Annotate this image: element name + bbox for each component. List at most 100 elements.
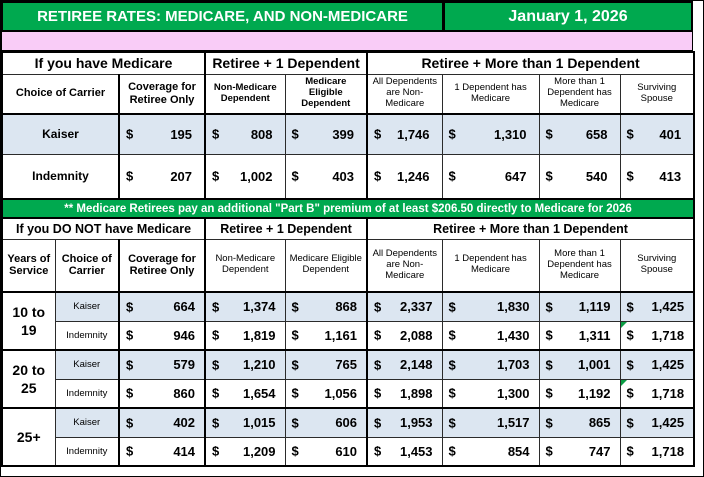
s2-header-choice-of-carrier[interactable]: Choice of Carrier [54, 238, 120, 293]
rate-cell[interactable]: $664 [117, 291, 206, 322]
s2-group-no-medicare[interactable]: If you DO NOT have Medicare [1, 217, 206, 240]
rate-cell[interactable]: $765 [284, 349, 368, 380]
currency-symbol: $ [374, 385, 382, 401]
rate-cell[interactable]: $1,654 [204, 378, 286, 409]
s1-carrier-indemnity[interactable]: Indemnity [1, 153, 120, 200]
rate-cell[interactable]: $414 [117, 436, 206, 467]
rate-cell[interactable]: $399 [284, 113, 368, 155]
s2-carrier-kaiser[interactable]: Kaiser [54, 407, 120, 438]
rate-cell[interactable]: $1,430 [441, 320, 540, 351]
rate-cell-with-comment-flag-icon[interactable]: $1,718 [619, 378, 696, 409]
rate-cell[interactable]: $1,453 [366, 436, 443, 467]
rate-cell[interactable]: $402 [117, 407, 206, 438]
rate-cell[interactable]: $195 [117, 113, 206, 155]
years-cell-25-plus[interactable]: 25+ [1, 407, 56, 467]
rate-cell[interactable]: $606 [284, 407, 368, 438]
currency-symbol: $ [374, 299, 382, 315]
s1-header-1-dependent-has-medicare[interactable]: 1 Dependent has Medicare [441, 73, 540, 115]
rate-cell[interactable]: $2,088 [366, 320, 443, 351]
rate-cell[interactable]: $1,161 [284, 320, 368, 351]
rate-cell[interactable]: $1,517 [441, 407, 540, 438]
rate-cell[interactable]: $1,425 [619, 407, 696, 438]
currency-symbol: $ [374, 443, 382, 459]
rate-cell[interactable]: $860 [117, 378, 206, 409]
rate-cell[interactable]: $1,819 [204, 320, 286, 351]
s1-group-retiree-plus-1[interactable]: Retiree + 1 Dependent [204, 51, 368, 75]
rate-cell[interactable]: $2,148 [366, 349, 443, 380]
s1-header-medicare-eligible-dependent[interactable]: Medicare Eligible Dependent [284, 73, 368, 115]
s2-carrier-indemnity[interactable]: Indemnity [54, 378, 120, 409]
s2-header-surviving-spouse[interactable]: Surviving Spouse [619, 238, 696, 293]
rate-cell[interactable]: $808 [204, 113, 286, 155]
rate-cell[interactable]: $610 [284, 436, 368, 467]
rate-cell[interactable]: $1,002 [204, 153, 286, 200]
rate-cell[interactable]: $854 [441, 436, 540, 467]
rate-cell[interactable]: $1,015 [204, 407, 286, 438]
rate-cell[interactable]: $1,246 [366, 153, 443, 200]
s1-header-coverage-retiree-only[interactable]: Coverage for Retiree Only [117, 73, 206, 115]
s1-header-surviving-spouse[interactable]: Surviving Spouse [619, 73, 696, 115]
s2-group-retiree-plus-1[interactable]: Retiree + 1 Dependent [204, 217, 368, 240]
rate-cell[interactable]: $1,830 [441, 291, 540, 322]
s2-header-all-dependents-non-medicare[interactable]: All Dependents are Non-Medicare [366, 238, 443, 293]
s1-carrier-kaiser[interactable]: Kaiser [1, 113, 120, 155]
rate-cell[interactable]: $1,374 [204, 291, 286, 322]
currency-symbol: $ [291, 327, 299, 343]
rate-cell[interactable]: $658 [538, 113, 621, 155]
rate-cell[interactable]: $413 [619, 153, 696, 200]
rate-cell[interactable]: $1,425 [619, 349, 696, 380]
s1-header-more-than-1-dependent-has-medicare[interactable]: More than 1 Dependent has Medicare [538, 73, 621, 115]
s1-header-choice-of-carrier[interactable]: Choice of Carrier [1, 73, 120, 115]
rate-cell[interactable]: $540 [538, 153, 621, 200]
rate-cell[interactable]: $1,192 [538, 378, 621, 409]
s1-header-non-medicare-dependent[interactable]: Non-Medicare Dependent [204, 73, 286, 115]
years-cell-10-19[interactable]: 10 to 19 [1, 291, 56, 351]
rate-cell[interactable]: $403 [284, 153, 368, 200]
currency-symbol: $ [626, 385, 634, 401]
s1-header-all-dependents-non-medicare[interactable]: All Dependents are Non-Medicare [366, 73, 443, 115]
rate-cell[interactable]: $1,056 [284, 378, 368, 409]
rate-cell[interactable]: $1,718 [619, 436, 696, 467]
s2-carrier-kaiser[interactable]: Kaiser [54, 291, 120, 322]
rate-cell[interactable]: $647 [441, 153, 540, 200]
rate-cell[interactable]: $2,337 [366, 291, 443, 322]
s2-header-medicare-eligible-dependent[interactable]: Medicare Eligible Dependent [284, 238, 368, 293]
s2-carrier-indemnity[interactable]: Indemnity [54, 436, 120, 467]
rate-cell[interactable]: $1,210 [204, 349, 286, 380]
rate-cell[interactable]: $747 [538, 436, 621, 467]
rate-cell[interactable]: $1,425 [619, 291, 696, 322]
rate-cell[interactable]: $1,703 [441, 349, 540, 380]
rate-cell[interactable]: $1,001 [538, 349, 621, 380]
rate-cell[interactable]: $1,119 [538, 291, 621, 322]
s2-carrier-kaiser[interactable]: Kaiser [54, 349, 120, 380]
rate-cell[interactable]: $1,746 [366, 113, 443, 155]
s2-header-non-medicare-dependent[interactable]: Non-Medicare Dependent [204, 238, 286, 293]
rate-cell[interactable]: $1,209 [204, 436, 286, 467]
s2-carrier-indemnity[interactable]: Indemnity [54, 320, 120, 351]
currency-symbol: $ [212, 168, 220, 184]
s2-group-retiree-more-1[interactable]: Retiree + More than 1 Dependent [366, 217, 696, 240]
s1-group-retiree-more-1[interactable]: Retiree + More than 1 Dependent [366, 51, 696, 75]
s1-group-have-medicare[interactable]: If you have Medicare [1, 51, 206, 75]
s2-header-years-of-service[interactable]: Years of Service [1, 238, 56, 293]
rate-cell[interactable]: $1,898 [366, 378, 443, 409]
rate-cell[interactable]: $401 [619, 113, 696, 155]
s2-header-more-than-1-dependent-has-medicare[interactable]: More than 1 Dependent has Medicare [538, 238, 621, 293]
rate-cell[interactable]: $207 [117, 153, 206, 200]
currency-symbol: $ [212, 357, 220, 373]
currency-symbol: $ [545, 299, 553, 315]
rate-cell[interactable]: $579 [117, 349, 206, 380]
rate-cell[interactable]: $865 [538, 407, 621, 438]
rate-cell-with-comment-flag-icon[interactable]: $1,718 [619, 320, 696, 351]
s2-header-1-dependent-has-medicare[interactable]: 1 Dependent has Medicare [441, 238, 540, 293]
currency-symbol: $ [374, 415, 382, 431]
rate-cell[interactable]: $1,953 [366, 407, 443, 438]
rate-cell[interactable]: $946 [117, 320, 206, 351]
rate-cell[interactable]: $1,310 [441, 113, 540, 155]
rate-cell[interactable]: $1,300 [441, 378, 540, 409]
s2-header-coverage-retiree-only[interactable]: Coverage for Retiree Only [117, 238, 206, 293]
rate-cell[interactable]: $1,311 [538, 320, 621, 351]
years-cell-20-25[interactable]: 20 to 25 [1, 349, 56, 409]
currency-symbol: $ [626, 299, 634, 315]
rate-cell[interactable]: $868 [284, 291, 368, 322]
